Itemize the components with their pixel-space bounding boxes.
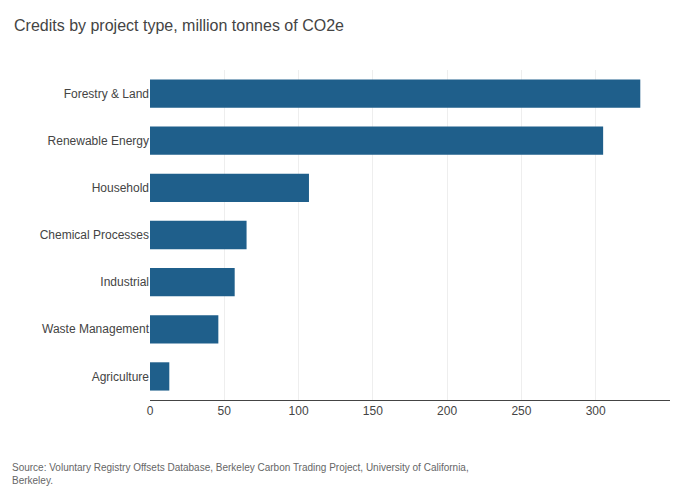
svg-text:0: 0 [147, 404, 154, 418]
svg-text:100: 100 [289, 404, 309, 418]
svg-text:300: 300 [586, 404, 606, 418]
svg-text:Agriculture: Agriculture [92, 370, 150, 384]
svg-text:Credits by project type, milli: Credits by project type, million tonnes … [14, 17, 344, 34]
svg-text:150: 150 [363, 404, 383, 418]
svg-text:Chemical Processes: Chemical Processes [40, 228, 149, 242]
svg-text:Household: Household [92, 181, 149, 195]
svg-text:250: 250 [511, 404, 531, 418]
svg-text:Forestry & Land: Forestry & Land [64, 87, 149, 101]
svg-text:Industrial: Industrial [100, 275, 149, 289]
svg-text:200: 200 [437, 404, 457, 418]
svg-text:Renewable Energy: Renewable Energy [48, 134, 149, 148]
svg-text:Waste Management: Waste Management [42, 322, 150, 336]
svg-text:Source: Voluntary Registry Off: Source: Voluntary Registry Offsets Datab… [12, 462, 469, 486]
svg-text:50: 50 [218, 404, 232, 418]
